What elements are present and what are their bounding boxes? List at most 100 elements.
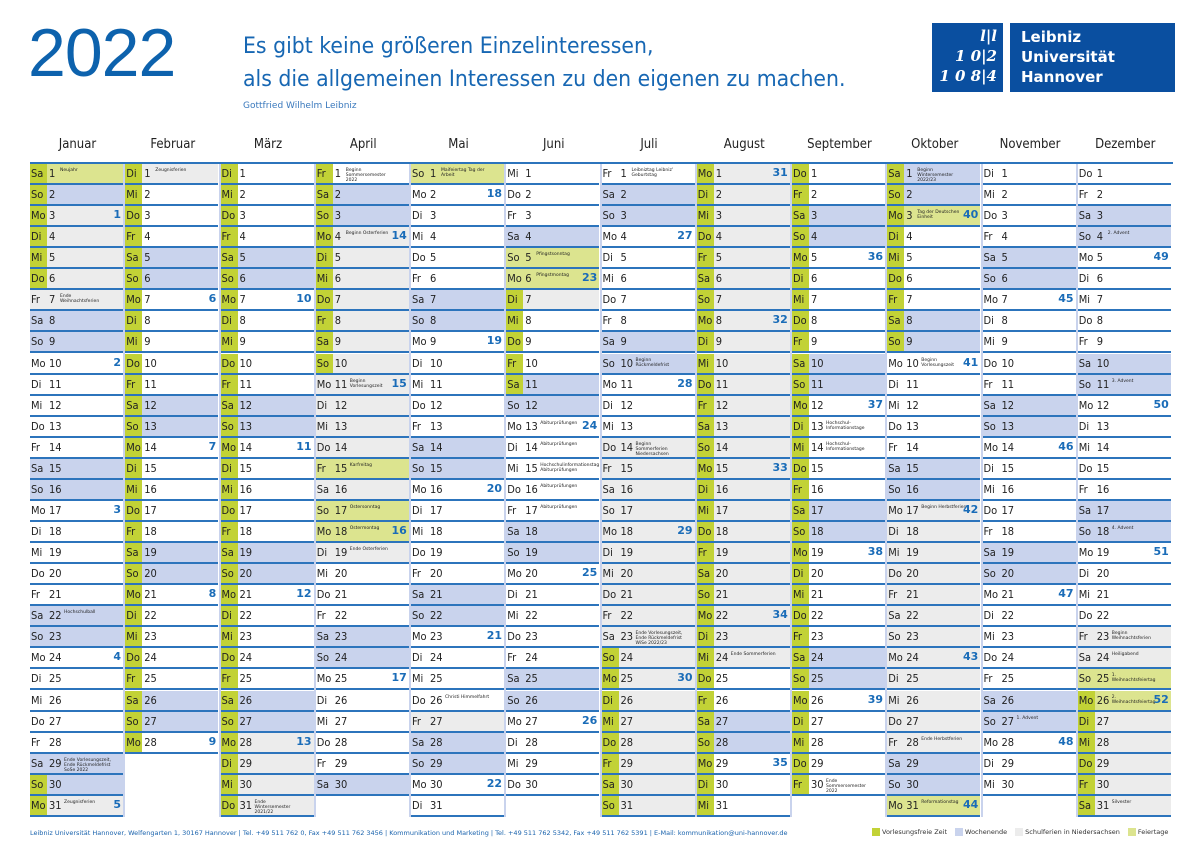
day-cell: So 16 (30, 479, 123, 501)
day-number: 7 (430, 293, 437, 307)
day-number: 5 (620, 251, 627, 265)
day-number: 29 (620, 756, 634, 770)
weekday-label: Mo (793, 546, 808, 560)
day-cell: Fr 2 (792, 185, 885, 207)
lecture-free-marker (792, 690, 809, 710)
day-cell: Di 1 (220, 164, 314, 185)
day-cell: Sa 11 (506, 374, 600, 396)
day-cell: Fr 9 (792, 332, 885, 354)
lecture-free-marker (220, 290, 238, 310)
week-number: 16 (391, 524, 407, 538)
day-cell: Fr 11 (982, 375, 1076, 396)
weekday-label: Sa (316, 777, 330, 791)
day-number: 19 (239, 546, 253, 560)
lecture-free-marker (792, 164, 809, 183)
day-number: 2 (1001, 188, 1008, 202)
day-cell: Sa 8 (30, 311, 123, 333)
day-number: 10 (811, 356, 824, 370)
month-header: Januar (58, 137, 97, 152)
weekday-label: Fr (126, 672, 136, 686)
weekday-label: Mo (888, 651, 903, 665)
day-cell: So 31 (601, 795, 695, 817)
day-cell: So 4 2. Advent (1077, 227, 1171, 249)
weekday-label: Fr (602, 609, 612, 623)
event-note: Abiturprüfungen (540, 504, 578, 510)
day-cell: Di 9 (696, 332, 790, 354)
day-cell: Sa 5 (982, 248, 1076, 270)
weekday-label: Mo (888, 356, 903, 370)
weekday-label: Fr (316, 756, 326, 770)
weekday-label: Mi (983, 482, 995, 496)
lecture-free-marker (792, 290, 809, 310)
weekday-label: Di (983, 461, 994, 475)
day-number: 9 (1096, 335, 1104, 349)
day-cell: So 22 (411, 606, 504, 628)
weekday-label: Mi (697, 356, 710, 370)
lecture-free-marker (792, 669, 809, 689)
day-cell: Do 10 (125, 353, 219, 375)
day-number: 17 (144, 503, 157, 517)
day-cell: Di 2 (696, 185, 790, 207)
day-cell: Mi 9 (982, 332, 1076, 354)
weekday-label: Sa (983, 693, 996, 707)
day-cell: Mi 16 (220, 479, 314, 501)
day-cell: Mo 5 36 (792, 248, 885, 270)
weekday-label: Mi (793, 735, 805, 749)
swatch-icon (1015, 828, 1024, 836)
day-cell: Di 25 (887, 669, 981, 691)
day-number: 14 (525, 440, 538, 454)
day-cell: Mi 12 (887, 396, 981, 417)
day-number: 28 (1096, 735, 1110, 749)
day-number: 17 (906, 503, 919, 517)
day-cell: Fr 28 (30, 733, 123, 754)
day-cell: So 17 (601, 500, 695, 522)
day-number: 5 (525, 251, 532, 265)
weekday-label: Sa (412, 440, 425, 454)
day-number: 27 (1096, 714, 1110, 728)
day-cell: Sa 19 (220, 543, 314, 565)
weekday-label: So (126, 272, 139, 286)
weekday-label: So (316, 503, 330, 517)
day-cell: Fr 18 (982, 522, 1076, 544)
day-number: 7 (620, 293, 627, 307)
day-cell: Mi 7 (1077, 290, 1171, 312)
day-cell: So 27 (125, 711, 219, 733)
weekday-label: Fr (221, 230, 231, 244)
event-note: Pfingstsonntag (536, 252, 570, 258)
day-number: 29 (811, 756, 824, 770)
day-number: 27 (811, 714, 824, 728)
weekday-label: Di (602, 546, 613, 560)
weekday-label: So (221, 567, 234, 581)
legend-item-public-holidays: Feiertage (1127, 828, 1168, 836)
lecture-free-marker (220, 311, 238, 331)
lecture-free-marker (601, 669, 619, 689)
lecture-free-marker (125, 248, 143, 268)
day-cell: Mo 13 Abiturprüfungen 24 (506, 417, 600, 438)
day-number: 29 (239, 756, 253, 770)
day-cell: Mo 4 27 (601, 227, 695, 249)
day-number: 19 (525, 546, 538, 560)
lecture-free-marker (792, 479, 809, 499)
weekday-label: Mi (221, 482, 233, 496)
day-number: 4 (811, 230, 818, 244)
day-cell: Do 4 (696, 227, 790, 249)
weekday-label: Mo (1078, 398, 1094, 412)
weekday-label: Mi (602, 567, 614, 581)
weekday-label: Di (316, 398, 328, 412)
day-number: 25 (525, 672, 538, 686)
day-number: 30 (49, 777, 62, 791)
day-cell: Sa 30 (601, 774, 695, 796)
weekday-label: Fr (126, 525, 136, 539)
weekday-label: Sa (316, 188, 330, 202)
day-number: 10 (620, 356, 634, 370)
weekday-label: Do (1078, 461, 1093, 475)
lecture-free-marker (792, 248, 809, 268)
day-number: 10 (715, 356, 729, 370)
weekday-label: Fr (983, 230, 993, 244)
weekday-label: Mo (1078, 251, 1094, 265)
lecture-free-marker (601, 774, 619, 794)
event-note: Ende Osterferien (349, 547, 388, 553)
day-number: 30 (1096, 777, 1110, 791)
day-number: 18 (906, 525, 919, 539)
week-number: 9 (208, 734, 217, 748)
